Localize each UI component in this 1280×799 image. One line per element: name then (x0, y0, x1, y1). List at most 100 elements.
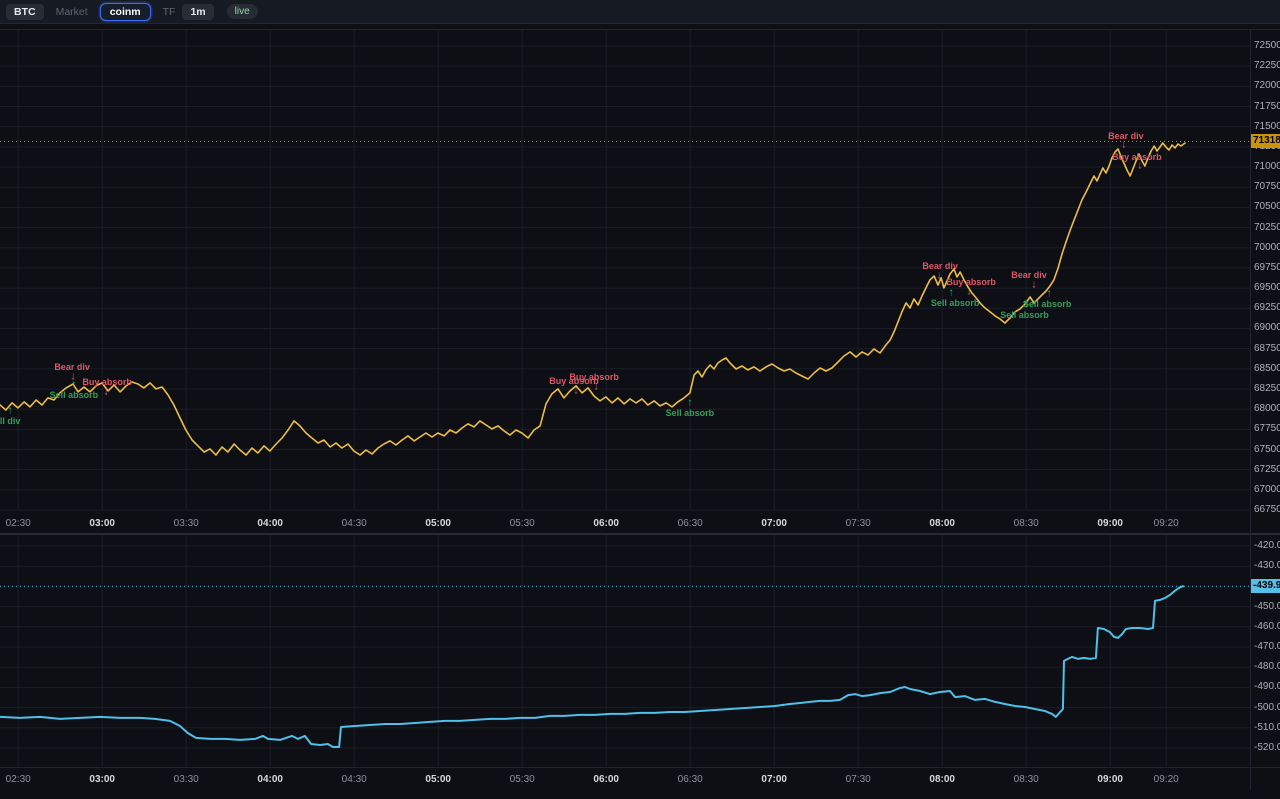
price-tick-label: 68000.0 (1254, 403, 1280, 415)
price-tick-label: 68750.0 (1254, 342, 1280, 354)
price-tick-label: 70500.0 (1254, 201, 1280, 213)
marker-label: Buy absorb (82, 377, 132, 388)
basis-tick-label: -470.00 (1254, 641, 1280, 652)
price-tick-label: 67500.0 (1254, 443, 1280, 455)
bull-marker-arrow-icon: ↑ (687, 396, 693, 409)
bull-marker-arrow-icon: ↑ (948, 286, 954, 299)
basis-tick-label: -510.00 (1254, 721, 1280, 733)
bear-marker-arrow-icon: ↓ (966, 285, 972, 298)
bear-marker-arrow-icon: ↓ (103, 385, 109, 398)
basis-tick-label: -480.00 (1254, 661, 1280, 673)
marker-label: Bear div (1011, 270, 1047, 281)
marker-label: Sell absorb (1022, 298, 1072, 309)
bear-marker-arrow-icon: ↓ (936, 269, 942, 282)
price-tick-label: 70000.0 (1254, 241, 1280, 253)
time-tick-label-main: 09:00 (1097, 518, 1123, 529)
time-tick-label-bottom: 09:00 (1097, 774, 1123, 785)
time-tick-label-bottom: 05:30 (509, 774, 535, 785)
time-tick-label-main: 03:00 (89, 518, 115, 529)
market-label[interactable]: Market (55, 5, 88, 18)
basis-tick-label: -420.00 (1254, 540, 1280, 551)
price-tick-label: 67250.0 (1254, 463, 1280, 475)
price-chart-pane[interactable] (0, 28, 1250, 510)
marker-label: Buy absorb (1112, 151, 1162, 162)
bear-marker-arrow-icon: ↓ (1031, 278, 1037, 291)
bear-marker-arrow-icon: ↓ (70, 370, 76, 383)
price-tick-label: 68500.0 (1254, 362, 1280, 374)
time-tick-label-main: 07:00 (761, 518, 787, 529)
time-tick-label-bottom: 08:30 (1013, 774, 1039, 785)
price-tick-label: 72250.0 (1254, 60, 1280, 72)
bull-marker-arrow-icon: ↑ (1046, 287, 1052, 300)
marker-label: Sell absorb (1000, 309, 1049, 320)
time-tick-label-main: 08:00 (929, 518, 955, 529)
price-tick-label: 70750.0 (1254, 181, 1280, 193)
price-tick-label: 71500.0 (1254, 120, 1280, 132)
marker-label: Buy absorb (549, 376, 599, 387)
time-tick-label-bottom: 05:00 (425, 774, 451, 785)
price-tick-label: 70250.0 (1254, 221, 1280, 233)
time-tick-label-main: 08:30 (1013, 518, 1039, 529)
time-tick-label-main: 03:30 (173, 518, 199, 529)
marker-label: Sell absorb (49, 389, 99, 400)
live-toggle[interactable]: live (226, 4, 258, 19)
bull-marker-arrow-icon: ↑ (7, 404, 13, 417)
price-line-series (0, 142, 1186, 456)
price-tick-label: 69250.0 (1254, 302, 1280, 314)
time-tick-label-main: 02:30 (5, 518, 31, 529)
basis-tick-label: -450.00 (1254, 600, 1280, 612)
interval-button[interactable]: 1m (182, 3, 214, 20)
price-tick-label: 66750.0 (1254, 504, 1280, 516)
marker-label: Buy absorb (569, 372, 619, 383)
time-tick-label-main: 05:00 (425, 518, 451, 529)
marker-label: Sell absorb (930, 297, 980, 308)
time-tick-label-main: 04:00 (257, 518, 283, 529)
marker-label: Buy absorb (946, 277, 996, 288)
marker-label: Bear div (922, 261, 958, 272)
price-tick-label: 71000.0 (1254, 161, 1280, 173)
price-tick-label: 67750.0 (1254, 423, 1280, 435)
marker-label: Bear div (54, 362, 90, 373)
time-tick-label-bottom: 08:00 (929, 774, 955, 785)
time-tick-label-bottom: 07:00 (761, 774, 787, 785)
time-tick-label-bottom: 06:30 (677, 774, 703, 785)
price-tick-label: 68250.0 (1254, 382, 1280, 394)
basis-tick-label: -490.00 (1254, 681, 1280, 693)
last-price-label: 71318.0 (1251, 134, 1280, 149)
bear-marker-arrow-icon: ↓ (593, 380, 599, 393)
basis-tick-label: -520.00 (1254, 742, 1280, 753)
time-tick-label-bottom: 04:30 (341, 774, 367, 785)
bear-marker-arrow-icon: ↓ (1121, 138, 1127, 151)
basis-line-series (0, 585, 1184, 748)
exchange-button[interactable]: coinm (99, 2, 151, 21)
price-tick-label: 72000.0 (1254, 80, 1280, 92)
symbol-button[interactable]: BTC (6, 3, 44, 20)
time-tick-label-main: 06:30 (677, 518, 703, 529)
bull-marker-arrow-icon: ↑ (71, 378, 77, 391)
basis-chart-pane[interactable] (0, 535, 1250, 767)
last-basis-label: -439.92 (1251, 579, 1280, 594)
price-tick-label: 69750.0 (1254, 261, 1280, 273)
time-tick-label-main: 09:20 (1153, 518, 1179, 529)
marker-label: Sell absorb (665, 407, 715, 418)
bear-marker-arrow-icon: ↓ (573, 384, 579, 397)
basis-tick-label: -500.00 (1254, 701, 1280, 713)
time-tick-label-main: 07:30 (845, 518, 871, 529)
time-tick-label-bottom: 04:00 (257, 774, 283, 785)
price-tick-label: 67000.0 (1254, 483, 1280, 495)
bear-marker-arrow-icon: ↓ (1137, 159, 1143, 172)
time-tick-label-bottom: 03:00 (89, 774, 115, 785)
time-tick-label-bottom: 07:30 (845, 774, 871, 785)
time-tick-label-bottom: 06:00 (593, 774, 619, 785)
time-tick-label-main: 06:00 (593, 518, 619, 529)
price-tick-label: 69000.0 (1254, 322, 1280, 334)
marker-label: Bull div (0, 415, 21, 426)
time-tick-label-main: 04:30 (341, 518, 367, 529)
price-tick-label: 69500.0 (1254, 282, 1280, 294)
time-tick-label-bottom: 03:30 (173, 774, 199, 785)
time-tick-label-bottom: 02:30 (5, 774, 31, 785)
time-tick-label-bottom: 09:20 (1153, 774, 1179, 785)
timeframe-label: TF (162, 5, 176, 18)
toolbar: BTC Market coinm TF 1m live (0, 0, 1280, 24)
